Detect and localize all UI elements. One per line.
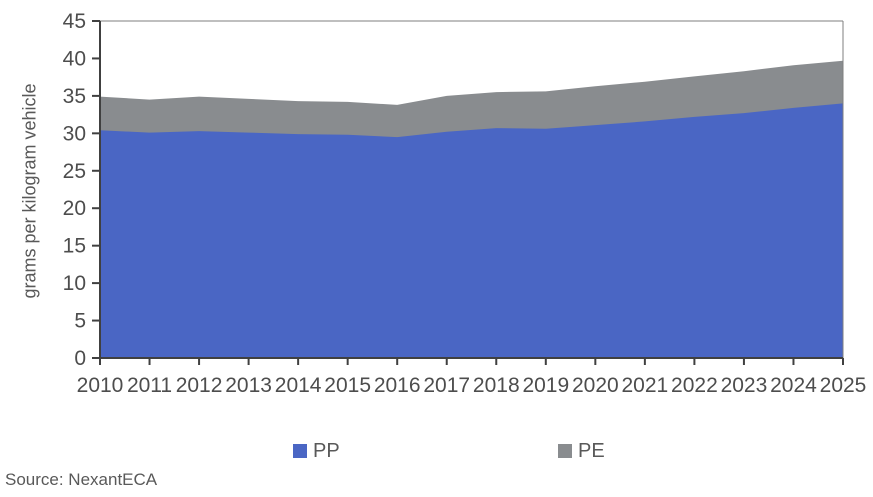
area-pp [100,103,843,359]
legend-label-pe: PE [578,440,605,462]
y-axis-title: grams per kilogram vehicle [19,83,40,299]
x-tick-label: 2018 [473,374,520,397]
y-tick-label: 45 [63,10,86,33]
legend-label-pp: PP [313,440,340,462]
y-tick-label: 10 [63,272,86,295]
y-tick-label: 25 [63,160,86,183]
y-tick-label: 35 [63,85,86,108]
x-tick-label: 2014 [275,374,322,397]
legend-item-pp: PP [293,441,340,461]
x-tick-label: 2024 [770,374,817,397]
legend-item-pe: PE [558,441,605,461]
x-tick-label: 2015 [324,374,371,397]
legend: PP PE [0,440,873,462]
source-caption: Source: NexantECA [5,470,158,489]
x-tick-label: 2016 [374,374,421,397]
x-tick-label: 2025 [820,374,867,397]
x-tick-label: 2017 [423,374,470,397]
x-tick-label: 2019 [522,374,569,397]
pe-swatch-icon [558,444,572,458]
x-tick-label: 2023 [721,374,768,397]
x-tick-label: 2010 [77,374,124,397]
y-tick-label: 15 [63,235,86,258]
y-tick-label: 40 [63,47,86,70]
pp-swatch-icon [293,444,307,458]
x-tick-label: 2022 [671,374,718,397]
x-tick-label: 2020 [572,374,619,397]
y-tick-label: 0 [74,347,86,370]
y-tick-label: 20 [63,197,86,220]
y-tick-label: 30 [63,122,86,145]
x-tick-label: 2011 [127,374,172,397]
x-tick-label: 2012 [176,374,223,397]
x-tick-label: 2013 [225,374,272,397]
x-tick-label: 2021 [622,374,669,397]
y-tick-label: 5 [74,310,86,333]
